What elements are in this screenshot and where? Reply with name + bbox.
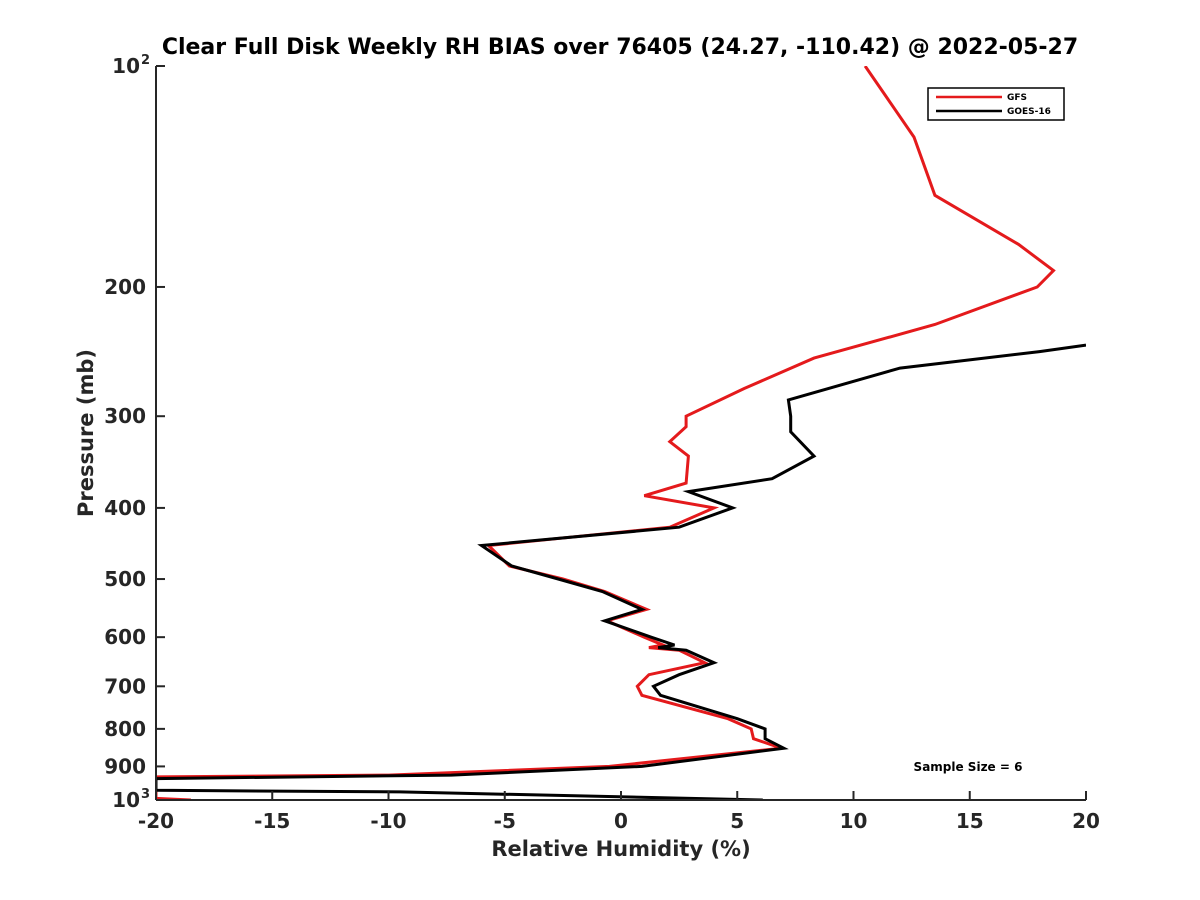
x-tick-label: -20 (138, 809, 174, 833)
y-tick-label: 700 (104, 674, 146, 698)
y-tick-label: 400 (104, 496, 146, 520)
y-axis-title: Pressure (mb) (74, 349, 98, 517)
x-tick-label: 20 (1072, 809, 1100, 833)
series-line-gfs (156, 66, 1056, 800)
x-tick-label: 0 (614, 809, 628, 833)
x-tick-label: 5 (730, 809, 744, 833)
chart-title: Clear Full Disk Weekly RH BIAS over 7640… (162, 35, 1078, 60)
legend-label: GOES-16 (1007, 107, 1051, 117)
legend-label: GFS (1007, 93, 1027, 103)
y-tick-label: 300 (104, 404, 146, 428)
x-tick-label: 15 (956, 809, 984, 833)
y-tick-label: 600 (104, 625, 146, 649)
x-tick-label: -15 (254, 809, 290, 833)
series-layer (156, 66, 1086, 800)
x-axis-title: Relative Humidity (%) (491, 837, 750, 861)
y-tick-label: 10 (112, 54, 140, 78)
x-tick-label: -10 (370, 809, 406, 833)
y-tick-label: 200 (104, 275, 146, 299)
x-tick-label: 10 (840, 809, 868, 833)
y-tick-label: 800 (104, 717, 146, 741)
series-line-goes-16 (156, 343, 1086, 800)
legend: GFS GOES-16 (927, 87, 1065, 121)
y-tick-exponent: 2 (141, 53, 150, 68)
y-tick-label: 500 (104, 567, 146, 591)
y-tick-exponent: 3 (141, 787, 150, 802)
sample-size-annotation: Sample Size = 6 (914, 760, 1023, 774)
y-tick-label: 900 (104, 754, 146, 778)
legend-box (927, 87, 1065, 121)
y-tick-label: 10 (112, 788, 140, 812)
x-tick-label: -5 (494, 809, 516, 833)
